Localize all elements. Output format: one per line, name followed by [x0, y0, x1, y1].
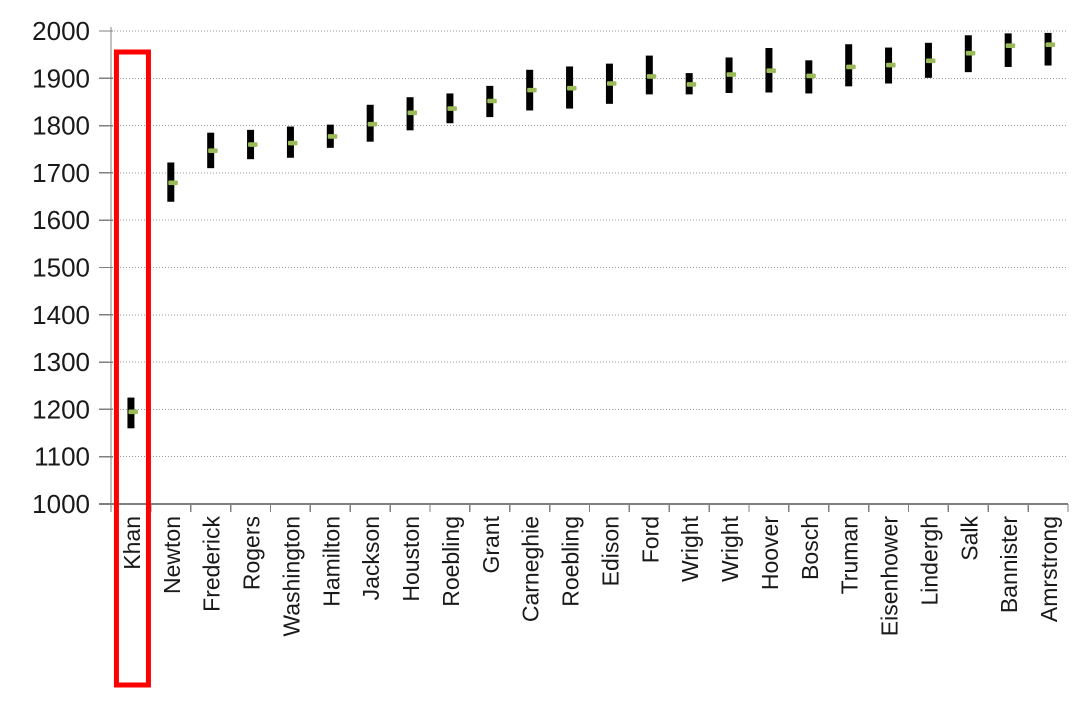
mean-marker-washington-4	[287, 140, 298, 146]
mean-marker-grant-9	[487, 98, 497, 104]
x-axis-labels: Khan Newton Frederick Rogers Washington Hamil…	[119, 515, 1062, 636]
y-axis-labels: 1000 1100 1200 1300 1400 1500 1600 1700 1800 1900…	[32, 16, 90, 519]
y-tick-label-1000: 1000	[32, 489, 90, 519]
x-category-label-houston-7: Houston	[398, 516, 424, 602]
mean-marker-lindergh-20	[925, 58, 936, 64]
x-category-label-washington-4: Washington	[278, 516, 304, 637]
y-tick-label-1300: 1300	[32, 347, 90, 377]
mean-marker-khan-0	[128, 409, 138, 415]
x-category-label-roebling-8: Roebling	[438, 516, 464, 607]
x-category-label-edison-12: Edison	[597, 516, 623, 586]
range-bar-bannister-22	[1004, 33, 1012, 67]
mean-marker-houston-7	[407, 110, 418, 116]
mean-marker-hamilton-5	[327, 134, 338, 139]
x-category-label-bannister-22: Bannister	[996, 516, 1022, 614]
mean-marker-hoover-16	[766, 68, 776, 74]
mean-marker-wright-14	[686, 82, 697, 87]
mean-marker-roebling-11	[567, 85, 577, 91]
mean-marker-eisenhower-19	[886, 62, 896, 68]
mean-markers	[128, 42, 1056, 415]
x-category-label-hamilton-5: Hamilton	[318, 516, 344, 607]
y-tick-label-1500: 1500	[32, 253, 90, 283]
x-category-label-salk-21: Salk	[956, 516, 982, 561]
x-category-label-hoover-16: Hoover	[757, 516, 783, 590]
x-category-label-ford-13: Ford	[637, 516, 663, 563]
mean-marker-rogers-3	[248, 142, 258, 147]
mean-marker-jackson-6	[367, 121, 378, 127]
x-category-label-newton-1: Newton	[159, 516, 185, 594]
mean-marker-truman-18	[846, 64, 856, 70]
y-tick-label-1600: 1600	[32, 205, 90, 235]
x-category-label-bosch-17: Bosch	[797, 516, 823, 580]
x-category-label-grant-9: Grant	[478, 515, 504, 573]
mean-marker-newton-1	[168, 180, 178, 186]
gridlines	[111, 30, 1068, 458]
range-bars	[127, 32, 1052, 429]
x-category-label-wright-14: Wright	[677, 515, 703, 582]
x-category-label-lindergh-20: Lindergh	[916, 516, 942, 606]
mean-marker-ford-13	[646, 74, 657, 79]
x-category-label-carneghie-10: Carneghie	[518, 516, 544, 622]
x-category-label-truman-18: Truman	[837, 516, 863, 594]
y-tick-label-1400: 1400	[32, 300, 90, 330]
x-category-label-wright-15: Wright	[717, 515, 743, 582]
khan-highlight-box	[113, 49, 151, 688]
mean-marker-bannister-22	[1005, 43, 1016, 48]
x-category-label-roebling-11: Roebling	[558, 516, 584, 607]
mean-marker-bosch-17	[806, 73, 816, 79]
mean-marker-edison-12	[606, 81, 617, 86]
x-category-label-rogers-3: Rogers	[239, 516, 265, 590]
axes	[99, 27, 1069, 512]
x-category-label-eisenhower-19: Eisenhower	[877, 516, 903, 637]
y-tick-label-2000: 2000	[32, 16, 90, 46]
y-tick-label-1800: 1800	[32, 111, 90, 141]
x-category-label-frederick-2: Frederick	[199, 516, 225, 612]
x-category-label-amrstrong-23: Amrstrong	[1036, 516, 1062, 622]
mean-marker-amrstrong-23	[1045, 42, 1056, 48]
x-category-label-jackson-6: Jackson	[358, 516, 384, 600]
x-category-label-khan-0: Khan	[119, 516, 145, 570]
mean-marker-frederick-2	[208, 148, 218, 153]
mean-marker-wright-15	[726, 72, 737, 77]
mean-marker-carneghie-10	[527, 87, 537, 93]
mean-marker-roebling-8	[447, 106, 457, 111]
y-tick-label-1100: 1100	[34, 442, 90, 472]
y-tick-label-1900: 1900	[32, 63, 90, 93]
y-tick-label-1700: 1700	[32, 158, 90, 188]
range-bar-amrstrong-23	[1044, 32, 1052, 66]
y-tick-label-1200: 1200	[32, 394, 90, 424]
mean-marker-salk-21	[965, 50, 976, 56]
